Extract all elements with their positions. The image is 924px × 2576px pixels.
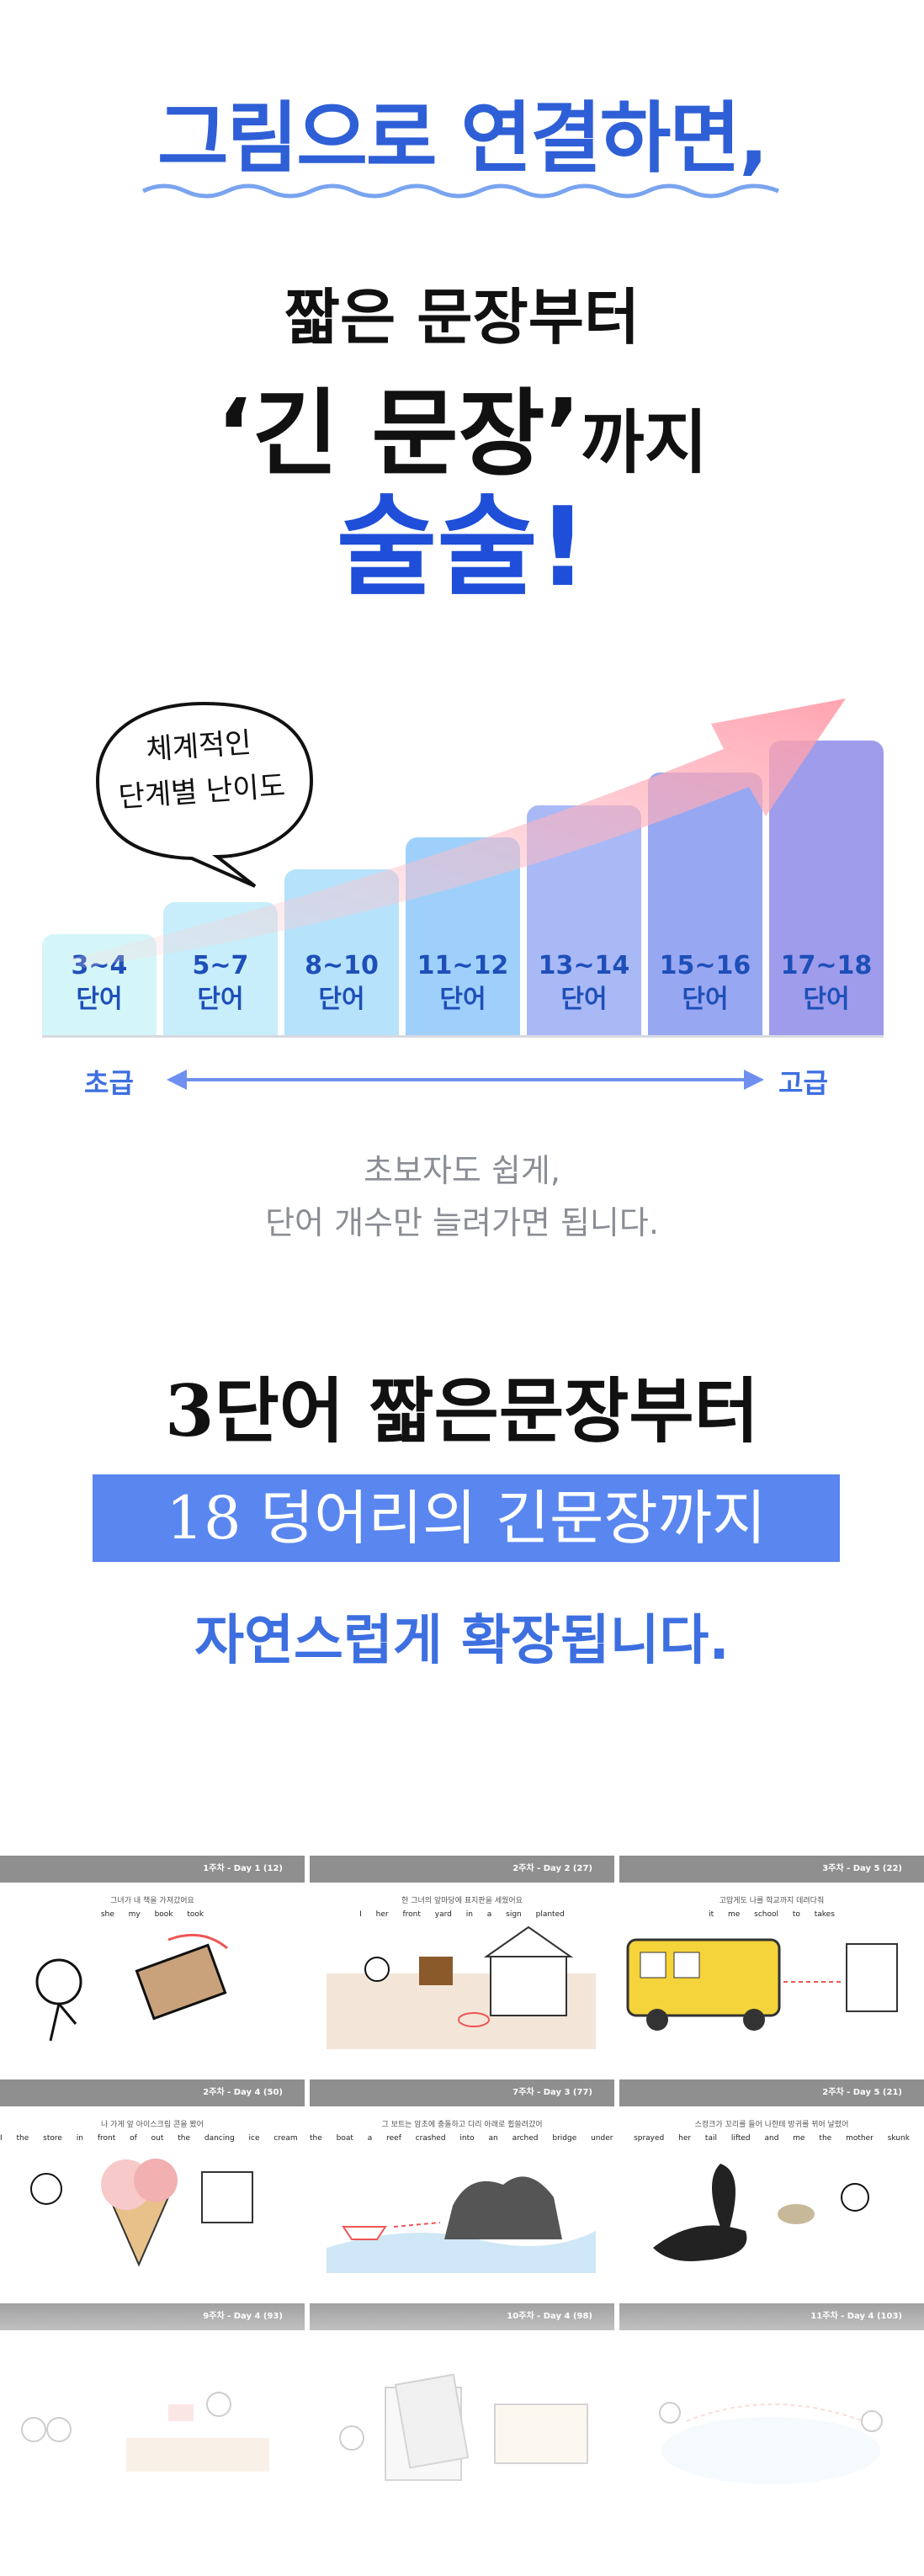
level-unit: 단어: [439, 985, 486, 1014]
subtitle-long: ‘긴 문장’까지: [0, 358, 924, 494]
worksheet-card-header: 1주차 - Day 1 (12): [0, 1856, 305, 1883]
worksheet-card: 7주차 - Day 3 (77) 그 보트는 암초에 충돌하고 다리 아래로 휩쓸…: [310, 2079, 614, 2298]
axis-end-label: 고급: [778, 1067, 828, 1099]
worksheet-card-words: it me school to takes: [709, 1910, 835, 1919]
level-unit: 단어: [560, 985, 608, 1014]
hero-title: 그림으로 연결하면,: [157, 93, 768, 183]
worksheet-card: 2주차 - Day 4 (50) 나 가게 앞 아이스크림 콘을 봤어 I the …: [0, 2079, 305, 2298]
level-bar-label: 17~18 단어: [769, 949, 884, 1017]
level-unit: 단어: [803, 985, 850, 1014]
worksheet-illustration: [327, 1925, 596, 2049]
worksheet-card-words: I the store in front of out the dancing …: [0, 2134, 305, 2143]
description: 초보자도 쉽게, 단어 개수만 늘려가면 됩니다.: [0, 1145, 924, 1249]
level-bar-label: 11~12 단어: [406, 949, 520, 1017]
level-bar-label: 13~14 단어: [527, 949, 641, 1017]
worksheet-card-words: I her front yard in a sign planted: [359, 1910, 565, 1919]
level-bar-label: 5~7 단어: [163, 949, 278, 1017]
worksheet-card-korean: 나 가게 앞 아이스크림 콘을 봤어: [101, 2121, 204, 2129]
subtitle-long-main: ‘긴 문장’: [215, 380, 581, 489]
worksheet-card-header: 3주차 - Day 5 (22): [619, 1856, 924, 1883]
description-line-2: 단어 개수만 늘려가면 됩니다.: [265, 1204, 659, 1241]
level-unit: 단어: [682, 985, 729, 1014]
level-range: 13~14: [538, 951, 630, 980]
worksheet-illustration: [327, 2176, 596, 2273]
worksheet-card: 1주차 - Day 1 (12) 그녀가 내 책을 가져갔어요 she my boo…: [0, 1856, 305, 2074]
bubble-text: 체계적인 단계별 난이도: [97, 717, 305, 821]
level-bar-label: 15~16 단어: [648, 949, 762, 1017]
axis-start-label: 초급: [84, 1067, 134, 1099]
subtitle-short: 짧은 문장부터: [284, 282, 640, 353]
worksheet-card-header: 2주차 - Day 4 (50): [0, 2079, 305, 2106]
summary-line-1: 3단어 짧은문장부터: [165, 1369, 759, 1453]
worksheet-illustration: [35, 1933, 228, 2042]
wave-underline: [141, 183, 779, 199]
worksheet-card-korean: 그녀가 내 책을 가져갔어요: [110, 1897, 194, 1905]
worksheet-card: 2주차 - Day 2 (27) 한 그녀의 앞마당에 표지판을 세웠어요 I he…: [310, 1856, 614, 2074]
level-bar: 17~18 단어: [769, 741, 884, 1035]
level-range: 15~16: [659, 951, 751, 980]
subtitle-exclaim: 술술!: [336, 483, 588, 611]
worksheet-illustration: [30, 2159, 253, 2267]
speech-bubble: [95, 701, 314, 888]
worksheet-card-korean: 한 그녀의 앞마당에 표지판을 세웠어요: [401, 1897, 523, 1905]
worksheet-card-korean: 그 보트는 암초에 충돌하고 다리 아래로 휩쓸려갔어: [381, 2121, 543, 2129]
level-range: 11~12: [417, 951, 509, 980]
worksheet-illustration: [626, 1938, 898, 2031]
summary-line-2: 18 덩어리의 긴문장까지: [93, 1474, 840, 1562]
level-unit: 단어: [197, 985, 244, 1014]
chart-baseline: [42, 1035, 884, 1038]
subtitle-long-suffix: 까지: [581, 403, 709, 483]
worksheet-illustration: [653, 2164, 869, 2261]
level-range: 5~7: [192, 951, 249, 980]
worksheet-card-korean: 고맙게도 나를 학교까지 데려다줘: [719, 1897, 825, 1905]
summary-line-3: 자연스럽게 확장됩니다.: [194, 1610, 730, 1672]
worksheet-card-header: 7주차 - Day 3 (77): [310, 2079, 614, 2106]
double-arrow-icon: [167, 1070, 764, 1090]
worksheet-card-header: 2주차 - Day 5 (21): [619, 2079, 924, 2106]
worksheet-card-words: the boat a reef crashed into an arched b…: [310, 2134, 614, 2143]
worksheet-card: 3주차 - Day 5 (22) 고맙게도 나를 학교까지 데려다줘 it me s…: [619, 1856, 924, 2074]
growth-arrow: [67, 698, 846, 968]
level-unit: 단어: [76, 985, 123, 1014]
worksheet-card-korean: 스컹크가 꼬리를 들어 나한테 방귀를 뀌어 날렸어: [694, 2121, 849, 2129]
worksheet-card-words: sprayed her tail lifted and me the mothe…: [634, 2134, 910, 2143]
worksheet-card-words: she my book took: [100, 1910, 204, 1919]
level-bar-label: 8~10 단어: [284, 949, 399, 1017]
fade-overlay: [0, 2289, 924, 2576]
level-range: 17~18: [780, 951, 873, 980]
worksheet-card: 2주차 - Day 5 (21) 스컹크가 꼬리를 들어 나한테 방귀를 뀌어 날…: [619, 2079, 924, 2298]
worksheet-card-header: 2주차 - Day 2 (27): [310, 1856, 614, 1883]
description-line-1: 초보자도 쉽게,: [364, 1152, 560, 1189]
level-unit: 단어: [318, 985, 365, 1014]
level-range: 8~10: [305, 951, 379, 980]
